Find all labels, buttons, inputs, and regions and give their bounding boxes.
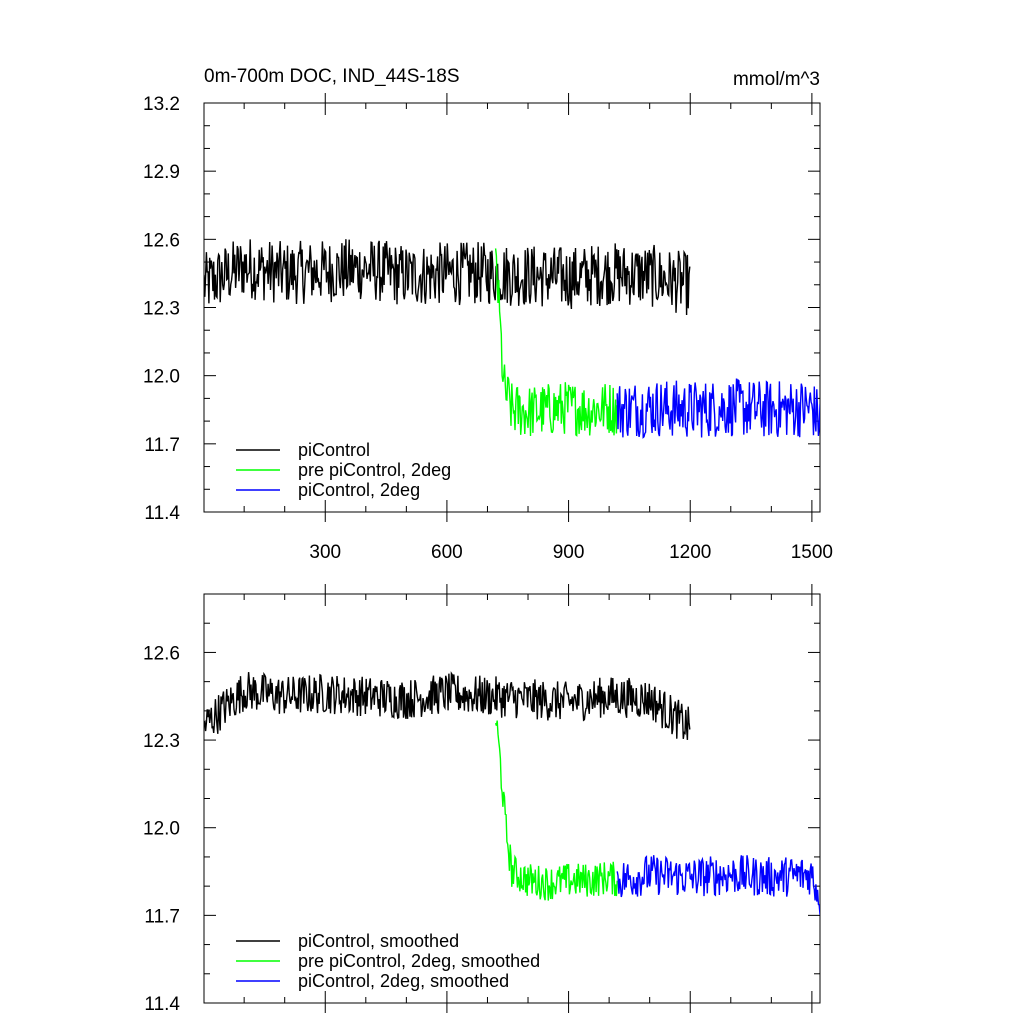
legend-label: piControl bbox=[298, 440, 370, 460]
series-line-2 bbox=[616, 378, 820, 439]
plot-frame bbox=[203, 102, 821, 513]
series-line-1 bbox=[494, 248, 618, 437]
x-tick-label: 1200 bbox=[669, 542, 711, 563]
legend-label: pre piControl, 2deg bbox=[298, 460, 451, 480]
y-tick-label: 12.6 bbox=[143, 643, 180, 664]
y-tick-label: 12.0 bbox=[143, 367, 180, 388]
x-tick-label: 600 bbox=[431, 542, 463, 563]
series-line-2 bbox=[616, 855, 820, 915]
legend-label: piControl, 2deg, smoothed bbox=[298, 971, 509, 991]
units-label: mmol/m^3 bbox=[732, 69, 820, 90]
chart-title: 0m-700m DOC, IND_44S-18S bbox=[204, 66, 460, 87]
y-tick-label: 12.3 bbox=[143, 731, 180, 752]
y-tick-label: 13.2 bbox=[143, 94, 180, 115]
x-tick-label: 1500 bbox=[791, 542, 833, 563]
legend-label: piControl, smoothed bbox=[298, 931, 459, 951]
y-tick-label: 11.7 bbox=[144, 906, 180, 927]
y-tick-label: 12.9 bbox=[143, 162, 180, 183]
series-line-0 bbox=[204, 671, 691, 740]
y-tick-label: 12.0 bbox=[143, 819, 180, 840]
series-line-0 bbox=[204, 239, 691, 316]
y-tick-label: 12.3 bbox=[143, 299, 180, 320]
y-tick-label: 11.7 bbox=[144, 435, 180, 456]
legend-label: piControl, 2deg bbox=[298, 480, 420, 500]
top-panel: 11.4 11.7 12.0 12.3 12.6 12.9 13.2 300 600 900 120… bbox=[143, 93, 833, 563]
y-tick-label: 12.6 bbox=[143, 230, 180, 251]
legend-label: pre piControl, 2deg, smoothed bbox=[298, 951, 540, 971]
series-line-1 bbox=[494, 720, 618, 901]
x-tick-label: 300 bbox=[309, 542, 341, 563]
x-tick-label: 900 bbox=[553, 542, 585, 563]
plot-frame bbox=[203, 593, 821, 1004]
y-tick-label: 11.4 bbox=[144, 503, 180, 524]
y-tick-label: 11.4 bbox=[144, 994, 180, 1015]
